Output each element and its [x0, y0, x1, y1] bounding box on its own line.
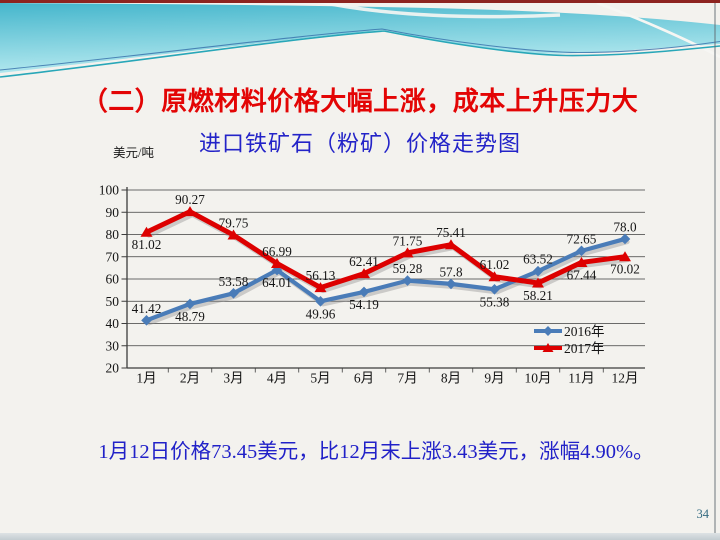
marker-diamond [619, 233, 631, 245]
data-label: 57.8 [439, 264, 462, 279]
marker-triangle [314, 282, 327, 293]
data-label: 66.99 [262, 244, 292, 259]
marker-diamond [402, 275, 413, 286]
series-line-shadow [146, 239, 630, 326]
y-axis-tick-label: 50 [106, 294, 120, 309]
x-axis-tick-label: 5月 [310, 371, 330, 386]
marker-triangle [271, 257, 283, 268]
data-label: 53.58 [219, 274, 249, 289]
marker-triangle [401, 247, 414, 258]
marker-diamond [445, 278, 457, 290]
x-axis-tick-label: 1月 [136, 371, 156, 386]
x-axis-tick-label: 12月 [612, 371, 639, 386]
wave-accent-line-teal [0, 30, 720, 78]
wave-white-slash-right [596, 1, 720, 59]
y-axis-tick-label: 30 [106, 338, 120, 353]
marker-diamond [576, 245, 587, 257]
data-label: 41.42 [132, 301, 162, 316]
wave-band [0, 3, 720, 73]
marker-diamond [271, 264, 283, 276]
legend-marker-diamond [543, 326, 553, 336]
marker-diamond [228, 287, 239, 299]
marker-diamond [315, 296, 326, 307]
data-label: 58.21 [523, 288, 553, 303]
y-axis-tick-label: 70 [106, 249, 120, 264]
header-wave-decoration [0, 0, 720, 78]
y-axis-tick-label: 20 [106, 361, 120, 376]
page-number: 34 [696, 507, 710, 521]
marker-triangle [532, 277, 544, 288]
x-axis-tick-label: 4月 [267, 371, 287, 386]
y-axis-tick-label: 40 [106, 316, 120, 331]
chart-title: 进口铁矿石（粉矿）价格走势图 [198, 131, 521, 156]
y-axis-tick-label: 60 [106, 272, 120, 287]
x-axis-tick-label: 10月 [525, 371, 552, 386]
data-label: 48.79 [175, 309, 205, 324]
marker-triangle [358, 268, 370, 279]
data-label: 54.19 [349, 297, 379, 312]
legend-marker-triangle [542, 343, 554, 352]
data-label: 49.96 [306, 306, 336, 321]
series-line-2016年 [144, 236, 628, 323]
marker-triangle [488, 271, 501, 282]
marker-triangle [575, 256, 588, 267]
x-axis-tick-label: 9月 [484, 371, 504, 386]
data-label: 75.41 [436, 225, 466, 240]
x-axis-tick-label: 2月 [180, 371, 200, 386]
wave-white-slash-mid [315, 0, 561, 19]
y-axis-tick-label: 80 [106, 227, 120, 242]
x-axis-tick-label: 7月 [397, 371, 417, 386]
data-label: 90.27 [175, 192, 205, 207]
data-label: 67.44 [567, 267, 597, 282]
slide-title: （二）原燃材料价格大幅上涨，成本上升压力大 [81, 87, 639, 116]
data-label: 81.02 [132, 237, 162, 252]
marker-diamond [141, 315, 152, 326]
data-label: 79.75 [219, 216, 249, 231]
y-axis-tick-label: 90 [106, 205, 120, 220]
top-edge-stripe [0, 0, 720, 3]
marker-triangle [140, 226, 153, 237]
marker-triangle [227, 229, 240, 240]
data-label: 62.41 [349, 254, 379, 269]
legend-label: 2017年 [564, 341, 605, 356]
data-label: 71.75 [393, 233, 423, 248]
data-label: 56.13 [306, 268, 336, 283]
data-label: 70.02 [610, 262, 640, 277]
data-label: 72.65 [567, 231, 597, 246]
data-label: 78.0 [613, 219, 636, 234]
marker-triangle [184, 206, 196, 217]
x-axis-tick-label: 3月 [223, 371, 243, 386]
data-label: 64.01 [262, 275, 292, 290]
marker-diamond [184, 298, 196, 310]
data-label: 63.52 [523, 252, 553, 267]
marker-diamond [358, 286, 370, 298]
marker-diamond [489, 283, 500, 295]
y-axis-unit-label: 美元/吨 [113, 146, 154, 160]
y-axis-tick-label: 100 [99, 183, 120, 198]
series-line-2017年 [144, 209, 628, 291]
marker-triangle [445, 239, 457, 250]
footer-note: 1月12日价格73.45美元，比12月末上涨3.43美元，涨幅4.90%。 [98, 441, 654, 463]
wave-accent-line-blue [0, 28, 720, 71]
x-axis-tick-label: 8月 [441, 371, 461, 386]
data-label: 59.28 [393, 261, 423, 276]
marker-triangle [619, 251, 631, 262]
legend: 2016年 2017年 [534, 324, 605, 356]
right-edge-border [714, 3, 716, 533]
x-axis-tick-label: 11月 [568, 371, 595, 386]
marker-diamond [532, 265, 544, 277]
x-axis-tick-label: 6月 [354, 371, 374, 386]
data-label: 61.02 [480, 257, 510, 272]
bottom-edge-stripe [0, 533, 720, 540]
data-label: 55.38 [480, 294, 510, 309]
legend-label: 2016年 [564, 324, 605, 339]
